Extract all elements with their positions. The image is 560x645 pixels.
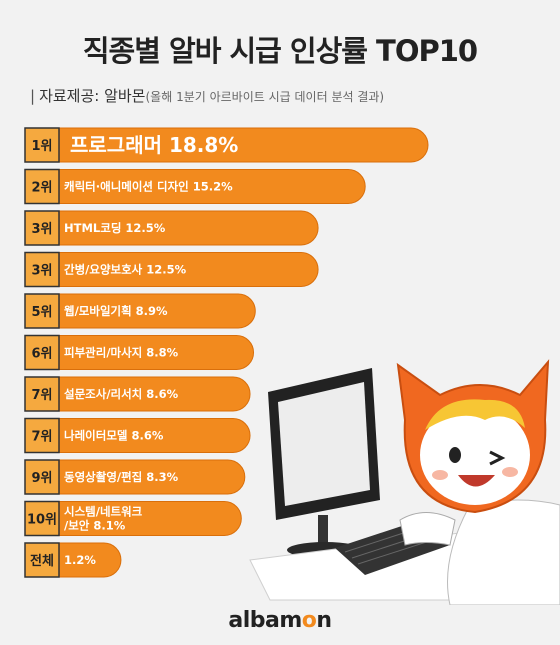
bar-label: 프로그래머 18.8% (70, 133, 238, 157)
character-cheek-left (432, 470, 448, 480)
source-note: (올해 1분기 아르바이트 시급 데이터 분석 결과) (145, 90, 385, 104)
character-face (420, 405, 530, 505)
monitor-screen (278, 382, 370, 506)
bar-label: /보안 8.1% (64, 519, 126, 533)
bar-label: 시스템/네트워크 (64, 505, 143, 519)
character-eye-left (449, 447, 461, 463)
logo-accent: o (301, 608, 317, 633)
character-mouth (458, 475, 495, 487)
rank-label: 3위 (31, 222, 52, 237)
monitor-stand (318, 515, 328, 545)
bar-label: 캐릭터·애니메이션 디자인 15.2% (64, 180, 233, 194)
logo-text-2: n (316, 608, 332, 633)
rank-box (24, 542, 60, 578)
character-eye-wink (489, 450, 506, 466)
source-caption: | 자료제공: 알바몬(올해 1분기 아르바이트 시급 데이터 분석 결과) (30, 85, 384, 106)
rank-box (24, 293, 60, 329)
bar-label: HTML코딩 12.5% (64, 221, 166, 235)
bar-label: 간병/요양보호사 12.5% (64, 263, 187, 277)
rank-box (24, 168, 60, 205)
rank-label: 전체 (30, 553, 54, 569)
chart-title: 직종별 알바 시급 인상률 TOP10 (82, 34, 478, 68)
rank-label: 2위 (31, 181, 52, 196)
character-cheek-right (502, 467, 518, 477)
character-hair (425, 399, 525, 430)
rank-box (24, 127, 60, 163)
bar-label: 1.2% (64, 553, 96, 567)
rank-label: 7위 (31, 430, 52, 445)
rank-label: 1위 (31, 139, 52, 154)
rank-box (24, 459, 60, 495)
rank-label: 3위 (31, 264, 52, 279)
character-arm (399, 512, 456, 546)
rank-box (24, 334, 60, 371)
albamon-logo: albamon (0, 608, 560, 633)
rank-box (24, 500, 60, 537)
rank-box (24, 417, 60, 454)
source-label: 자료제공: 알바몬 (39, 87, 146, 105)
bars-group: 1위 프로그래머 18.8% 2위 캐릭터·애니메이션 디자인 15.2% 3위 HTML… (24, 127, 429, 578)
rank-box (24, 376, 60, 412)
bar-label: 피부관리/마사지 8.8% (64, 346, 179, 360)
bar-label: 설문조사/리서치 8.6% (64, 387, 179, 401)
rank-label: 5위 (31, 305, 52, 320)
character-illustration (249, 359, 560, 605)
bar-label: 동영상촬영/편집 8.3% (64, 470, 179, 484)
character-body (447, 499, 560, 605)
logo-text-1: albam (228, 608, 302, 633)
source-mark: | (30, 87, 36, 105)
rank-label: 9위 (31, 471, 52, 486)
rank-label: 6위 (31, 347, 52, 362)
bar-label: 나레이터모델 8.6% (64, 429, 164, 443)
rank-label: 10위 (27, 513, 57, 528)
bar-chart: 1위 프로그래머 18.8% 2위 캐릭터·애니메이션 디자인 15.2% 3위 HTML… (24, 127, 560, 605)
rank-box (24, 251, 60, 288)
bar-label: 웹/모바일기획 8.9% (64, 304, 168, 318)
rank-box (24, 210, 60, 246)
rank-label: 7위 (31, 388, 52, 403)
